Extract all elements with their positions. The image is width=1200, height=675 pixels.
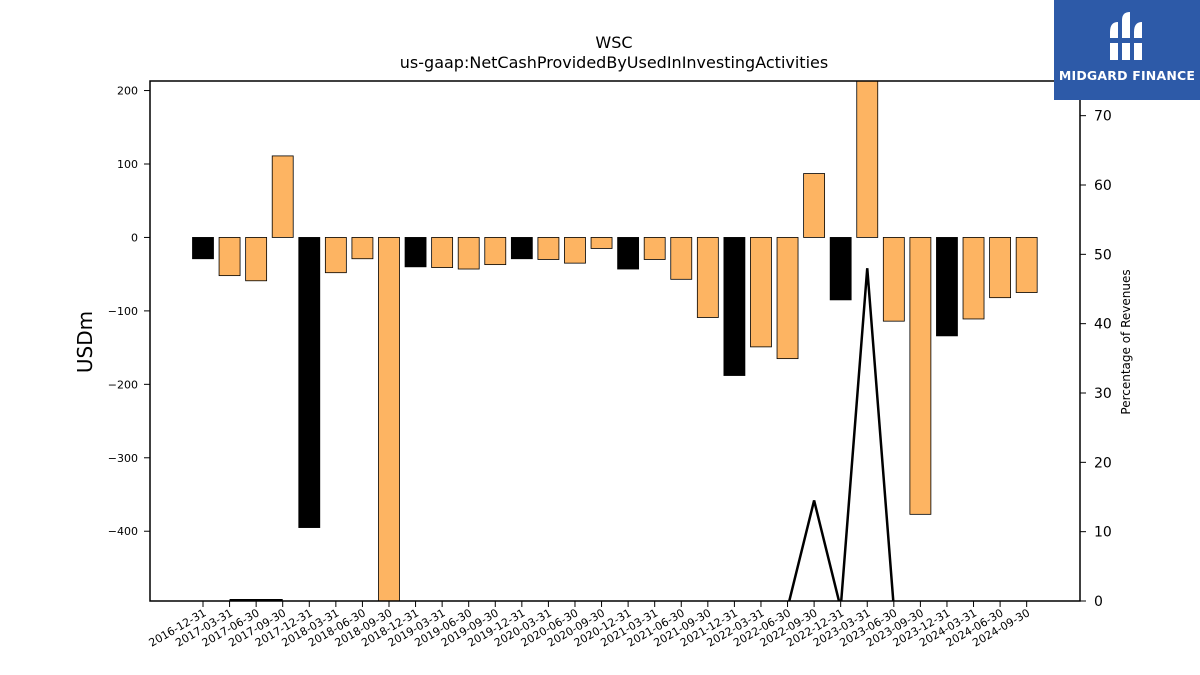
bar xyxy=(218,237,241,277)
bar xyxy=(1015,237,1038,293)
bar xyxy=(643,237,666,260)
bar xyxy=(936,237,958,337)
y-tick-label: −400 xyxy=(108,525,138,538)
bar xyxy=(404,237,427,268)
bar xyxy=(723,237,746,376)
y-tick-label: −300 xyxy=(108,452,138,465)
bar xyxy=(378,237,400,601)
bar xyxy=(537,237,560,260)
bar xyxy=(989,237,1011,299)
y-tick-label: 0 xyxy=(131,231,138,244)
bar xyxy=(324,237,347,274)
y2-tick-label: 60 xyxy=(1094,178,1112,194)
bar xyxy=(457,237,480,270)
chart-title: WSC xyxy=(595,33,632,52)
bar xyxy=(670,237,693,280)
y2-tick-label: 10 xyxy=(1094,525,1112,541)
y2-tick-label: 20 xyxy=(1094,455,1112,471)
y-tick-label: 200 xyxy=(117,85,138,98)
bar xyxy=(803,173,826,238)
bar xyxy=(510,237,533,260)
logo-mark-icon xyxy=(1108,12,1146,60)
bar xyxy=(829,237,852,301)
y2-tick-label: 0 xyxy=(1094,594,1103,610)
bar xyxy=(351,237,374,260)
bar xyxy=(245,237,268,282)
bar xyxy=(617,237,640,270)
y-axis-label: USDm xyxy=(73,311,97,373)
bar xyxy=(776,237,799,360)
y2-tick-label: 30 xyxy=(1094,386,1112,402)
chart-subtitle: us-gaap:NetCashProvidedByUsedInInvesting… xyxy=(400,53,828,72)
bar xyxy=(564,237,586,264)
plot-area-frame xyxy=(149,80,1081,602)
bar xyxy=(856,81,879,238)
y2-tick-label: 40 xyxy=(1094,317,1112,333)
bar xyxy=(590,237,613,249)
bar xyxy=(431,237,454,268)
bar xyxy=(909,237,932,515)
logo-text: MIDGARD FINANCE xyxy=(1058,68,1196,83)
y-tick-label: −100 xyxy=(108,305,138,318)
y2-tick-label: 70 xyxy=(1094,109,1112,125)
y-tick-label: −200 xyxy=(108,378,138,391)
y-tick-label: 100 xyxy=(117,158,138,171)
y2-axis-label: Percentage of Revenues xyxy=(1119,269,1133,414)
midgard-finance-logo: MIDGARD FINANCE xyxy=(1054,0,1200,100)
bar xyxy=(882,237,905,322)
bar xyxy=(750,237,772,348)
revenue-percentage-line xyxy=(787,268,895,601)
bar xyxy=(484,237,507,266)
bar xyxy=(696,237,719,318)
bar xyxy=(298,237,321,528)
y2-tick-label: 50 xyxy=(1094,247,1112,263)
bar xyxy=(192,237,214,260)
bar xyxy=(271,155,294,238)
bar xyxy=(962,237,985,320)
